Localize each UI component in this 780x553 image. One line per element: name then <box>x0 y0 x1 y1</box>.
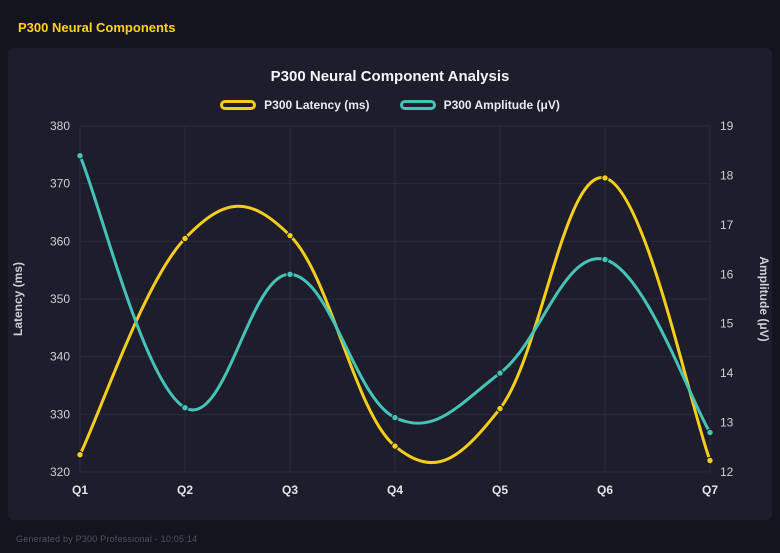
svg-text:16: 16 <box>720 267 734 281</box>
left-axis-title: Latency (ms) <box>11 262 25 336</box>
series-1 <box>76 152 714 437</box>
svg-text:17: 17 <box>720 218 734 232</box>
data-point <box>706 428 714 437</box>
right-axis-title: Amplitude (μV) <box>757 256 771 341</box>
footer-text: Generated by P300 Professional - 10:05:1… <box>16 534 198 544</box>
svg-text:380: 380 <box>50 119 70 133</box>
data-point <box>706 456 714 465</box>
svg-text:Q5: Q5 <box>492 483 508 497</box>
data-point <box>391 413 399 422</box>
svg-text:Q6: Q6 <box>597 483 613 497</box>
data-point <box>76 152 84 160</box>
grid <box>79 125 711 473</box>
chart-title: P300 Neural Component Analysis <box>270 68 510 85</box>
svg-text:Q2: Q2 <box>177 483 193 497</box>
svg-text:Q3: Q3 <box>282 483 298 497</box>
svg-text:330: 330 <box>50 407 70 421</box>
svg-text:18: 18 <box>720 168 734 182</box>
svg-text:360: 360 <box>50 234 70 248</box>
svg-text:13: 13 <box>720 416 734 430</box>
svg-text:Q7: Q7 <box>702 483 718 497</box>
amplitude-line-swatch-icon <box>399 100 436 110</box>
svg-text:15: 15 <box>720 317 734 331</box>
chart-panel: P300 Neural Component Analysis P300 Late… <box>8 48 772 520</box>
svg-text:350: 350 <box>50 292 70 306</box>
right-axis-ticks: 12 13 14 15 16 17 18 19 <box>720 119 734 479</box>
data-point <box>286 270 294 279</box>
data-point <box>496 404 504 413</box>
legend-item-latency[interactable]: P300 Latency (ms) <box>220 98 370 112</box>
x-axis-ticks: Q1 Q2 Q3 Q4 Q5 Q6 Q7 <box>72 483 718 497</box>
data-point <box>181 404 189 412</box>
svg-text:Q1: Q1 <box>72 483 88 497</box>
data-point <box>181 234 189 243</box>
left-axis-ticks: 320 330 340 350 360 370 380 <box>50 119 70 479</box>
legend-item-amplitude[interactable]: P300 Amplitude (μV) <box>399 98 560 112</box>
svg-text:14: 14 <box>720 366 734 380</box>
svg-text:370: 370 <box>50 177 70 191</box>
latency-line-swatch-icon <box>220 100 257 110</box>
data-point <box>286 231 294 240</box>
svg-text:12: 12 <box>720 465 734 479</box>
svg-text:340: 340 <box>50 350 70 364</box>
data-point <box>601 174 609 182</box>
data-point <box>76 451 84 459</box>
series-0 <box>76 174 714 465</box>
svg-text:Q4: Q4 <box>387 483 403 497</box>
data-point <box>496 369 504 377</box>
svg-text:320: 320 <box>50 465 70 479</box>
page-title: P300 Neural Components <box>18 20 176 35</box>
legend-label-amplitude: P300 Amplitude (μV) <box>443 98 560 112</box>
data-point <box>391 442 399 450</box>
data-point <box>601 255 609 264</box>
legend-label-latency: P300 Latency (ms) <box>264 98 370 112</box>
svg-text:19: 19 <box>720 119 734 133</box>
chart-legend: P300 Latency (ms) P300 Amplitude (μV) <box>8 98 772 112</box>
